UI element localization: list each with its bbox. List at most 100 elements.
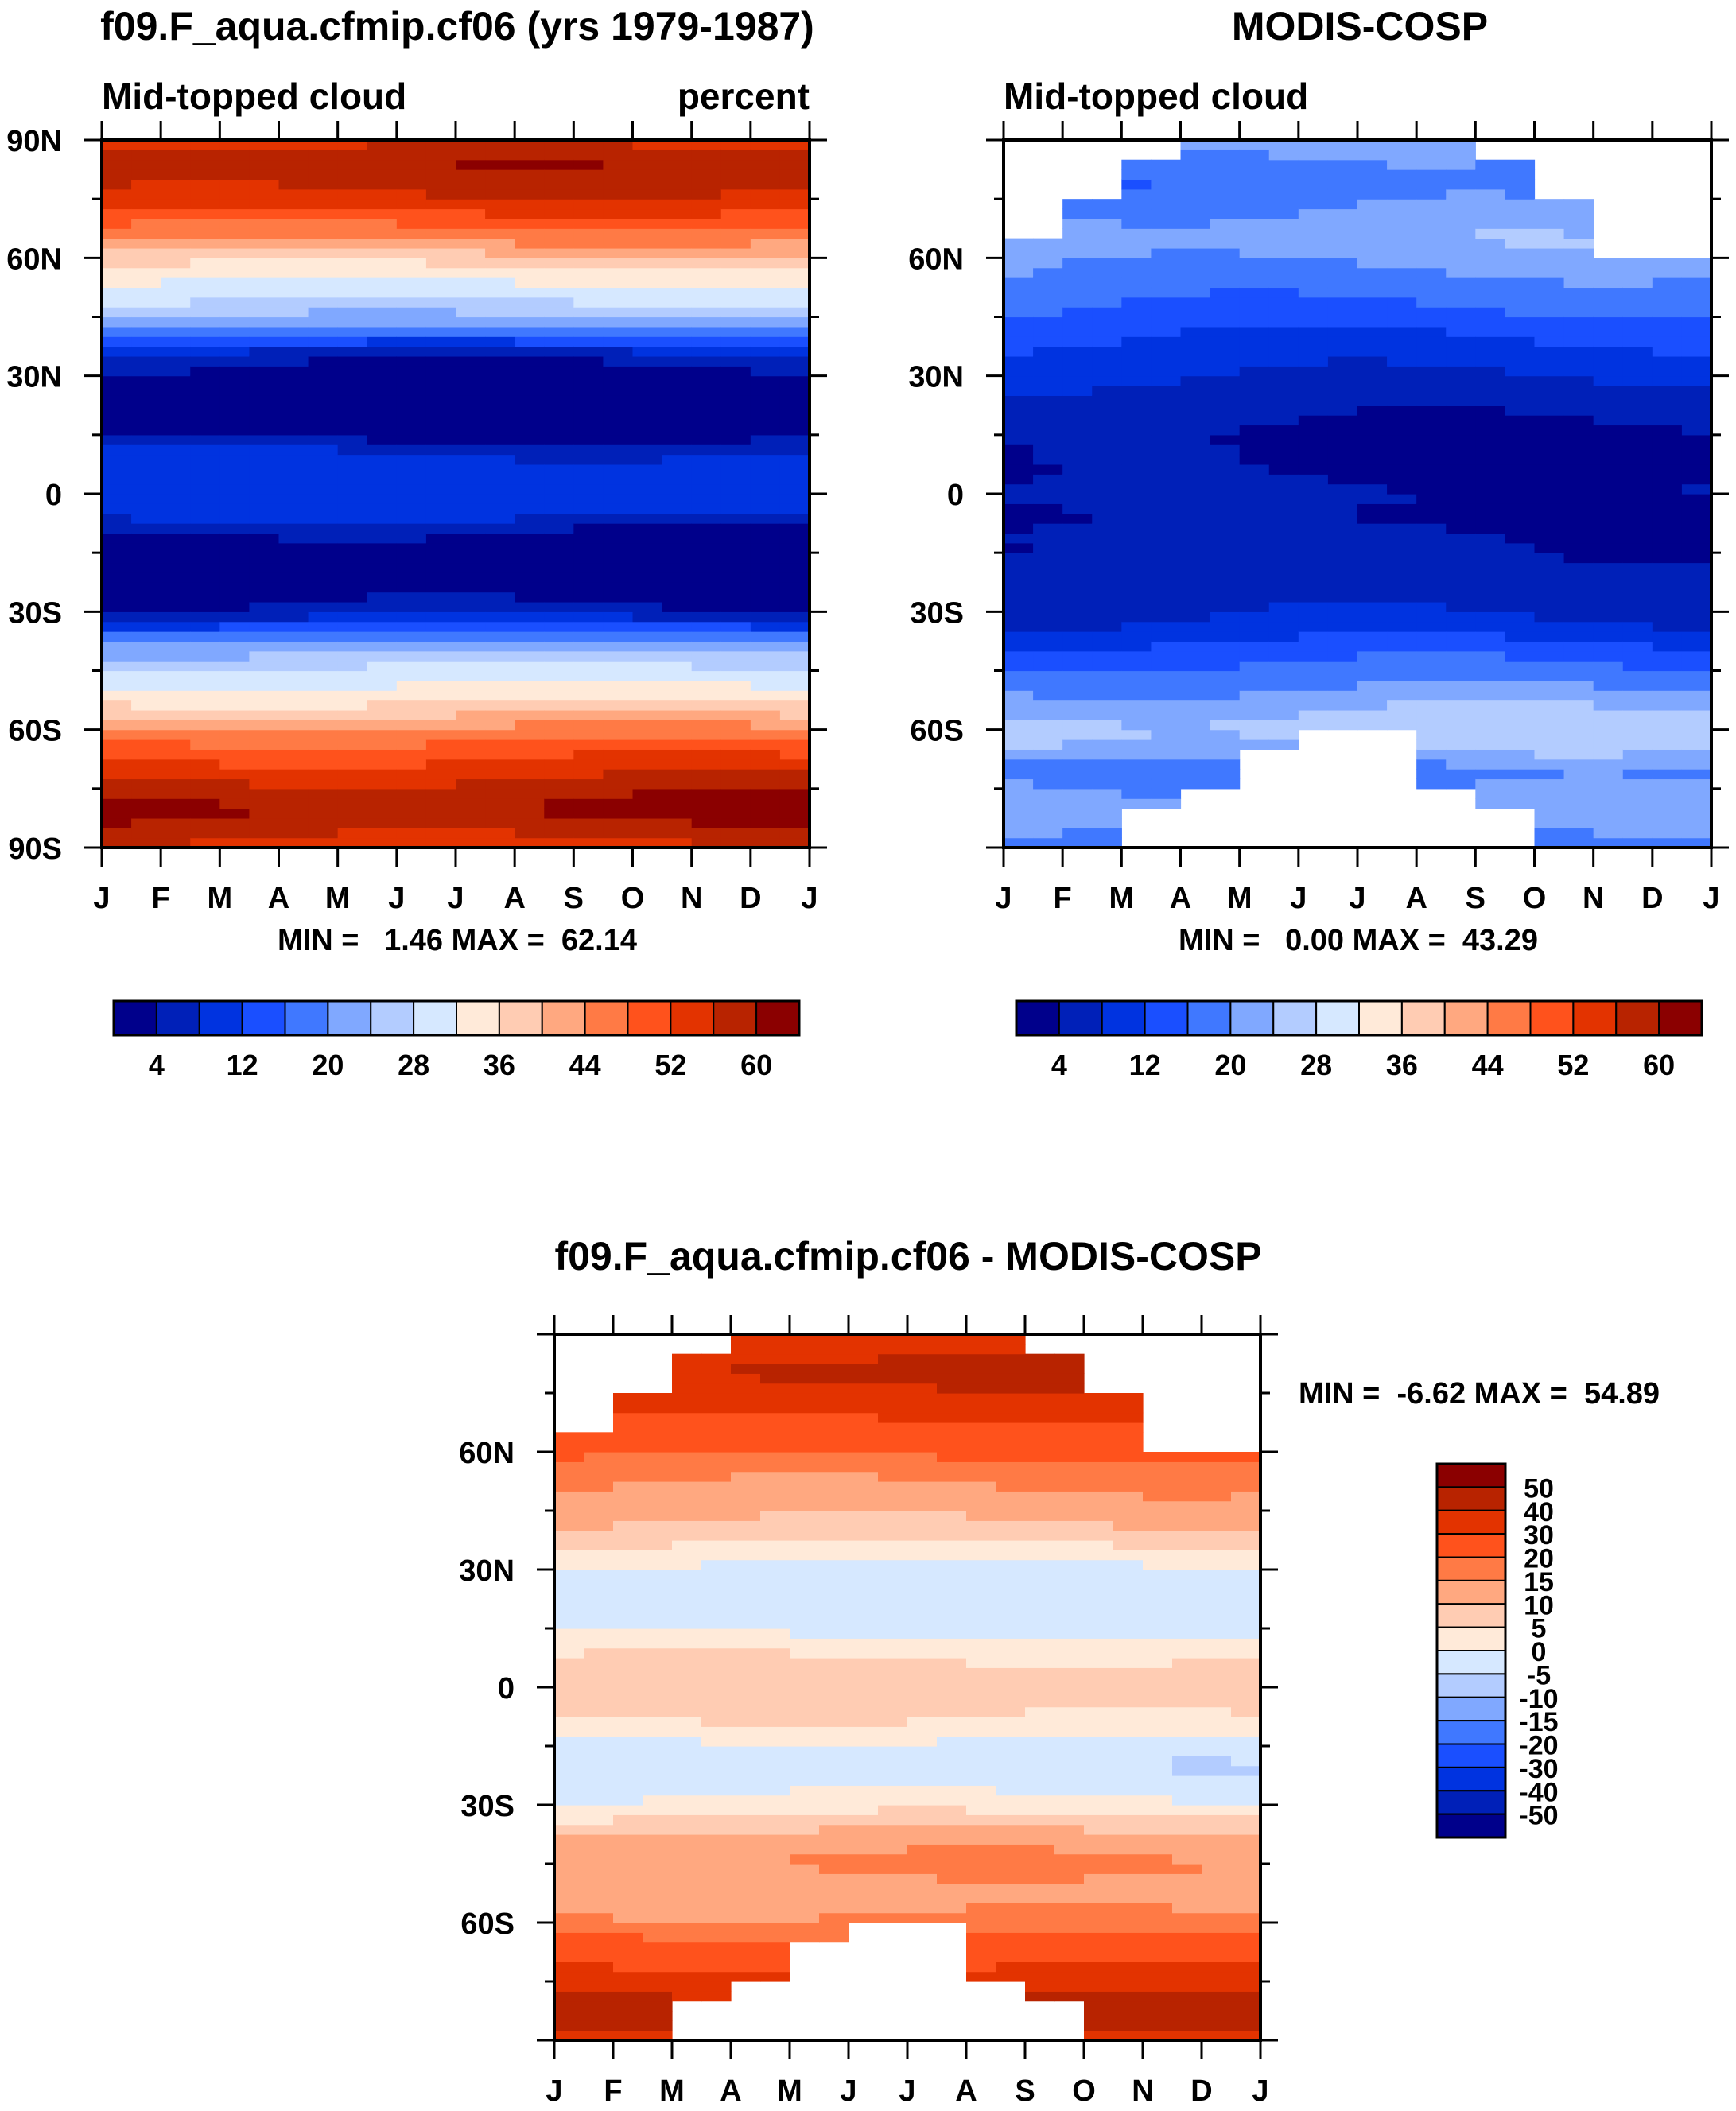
contour-cell	[1298, 277, 1329, 289]
contour-cell	[1172, 1795, 1202, 1806]
contour-cell	[1062, 513, 1093, 524]
contour-cell	[1622, 386, 1653, 396]
contour-cell	[1180, 661, 1211, 672]
contour-cell	[996, 1746, 1026, 1756]
contour-cell	[102, 562, 132, 573]
contour-cell	[1387, 238, 1417, 249]
contour-cell	[102, 621, 132, 632]
contour-cell	[878, 1756, 908, 1767]
contour-cell	[1172, 1559, 1202, 1570]
contour-cell	[278, 523, 309, 534]
contour-cell	[662, 425, 693, 436]
contour-cell	[1268, 582, 1299, 593]
contour-cell	[1446, 611, 1476, 623]
contour-cell	[1033, 395, 1063, 406]
contour-cell	[308, 395, 339, 406]
contour-cell	[1231, 1658, 1261, 1668]
contour-cell	[819, 1383, 849, 1394]
contour-cell	[456, 474, 486, 485]
contour-cell	[554, 2000, 584, 2012]
contour-cell	[1151, 709, 1182, 720]
contour-cell	[662, 670, 693, 681]
contour-cell	[750, 592, 781, 603]
contour-cell	[672, 1814, 702, 1826]
contour-cell	[1210, 533, 1241, 544]
contour-cell	[790, 1912, 820, 1923]
contour-cell	[485, 395, 515, 406]
contour-cell	[779, 375, 810, 386]
contour-cell	[1062, 553, 1093, 564]
contour-cell	[1327, 169, 1358, 180]
contour-cell	[1143, 1589, 1173, 1600]
contour-cell	[1121, 386, 1152, 396]
contour-cell	[249, 533, 280, 544]
contour-cell	[937, 1795, 967, 1806]
contour-cell	[672, 1864, 702, 1874]
contour-cell	[554, 1942, 584, 1953]
contour-cell	[779, 817, 810, 828]
contour-cell	[691, 287, 722, 298]
contour-cell	[308, 355, 339, 367]
contour-cell	[1416, 523, 1447, 534]
contour-cell	[1092, 828, 1122, 839]
contour-cell	[1172, 1687, 1202, 1698]
contour-cell	[1172, 1667, 1202, 1678]
contour-cell	[161, 650, 191, 662]
contour-cell	[1025, 1834, 1055, 1845]
contour-cell	[1231, 1756, 1261, 1767]
contour-cell	[1231, 1667, 1261, 1678]
contour-cell	[779, 759, 810, 770]
contour-cell	[161, 287, 191, 298]
contour-cell	[878, 1530, 908, 1541]
contour-cell	[1622, 474, 1653, 485]
x-tick-label: S	[1466, 882, 1486, 915]
contour-cell	[396, 828, 427, 839]
contour-cell	[219, 553, 250, 564]
contour-cell	[367, 149, 398, 161]
contour-cell	[672, 1962, 702, 1973]
contour-cell	[515, 218, 545, 229]
contour-cell	[937, 1873, 967, 1884]
contour-cell	[337, 542, 368, 553]
contour-cell	[819, 1550, 849, 1561]
contour-cell	[337, 650, 368, 662]
contour-cell	[750, 798, 781, 809]
contour-cell	[102, 386, 132, 396]
contour-cell	[1151, 582, 1182, 593]
contour-cell	[337, 523, 368, 534]
contour-cell	[102, 218, 132, 229]
contour-cell	[367, 798, 398, 809]
contour-cell	[1357, 572, 1388, 583]
contour-cell	[190, 395, 220, 406]
contour-cell	[1327, 444, 1358, 456]
contour-cell	[1327, 258, 1358, 269]
contour-cell	[396, 140, 427, 150]
contour-cell	[1416, 513, 1447, 524]
contour-cell	[701, 1628, 732, 1639]
contour-cell	[790, 1795, 820, 1806]
contour-cell	[996, 1697, 1026, 1708]
contour-cell	[573, 788, 604, 799]
contour-cell	[131, 582, 161, 593]
contour-cell	[1239, 533, 1270, 544]
contour-cell	[1298, 700, 1329, 711]
contour-cell	[1298, 267, 1329, 278]
contour-cell	[937, 1756, 967, 1767]
contour-cell	[1534, 621, 1565, 632]
contour-cell	[1681, 375, 1712, 386]
contour-cell	[1172, 1520, 1202, 1531]
contour-cell	[161, 267, 191, 278]
contour-cell	[396, 277, 427, 289]
contour-cell	[1180, 277, 1211, 289]
contour-cell	[573, 709, 604, 720]
contour-cell	[643, 1981, 673, 1992]
contour-cell	[1084, 1853, 1114, 1865]
contour-cell	[219, 169, 250, 180]
contour-cell	[691, 798, 722, 809]
contour-cell	[720, 258, 751, 269]
contour-cell	[819, 1677, 849, 1688]
contour-cell	[996, 1647, 1026, 1659]
contour-cell	[996, 1706, 1026, 1717]
contour-cell	[1092, 749, 1122, 760]
contour-cell	[613, 1981, 643, 1992]
